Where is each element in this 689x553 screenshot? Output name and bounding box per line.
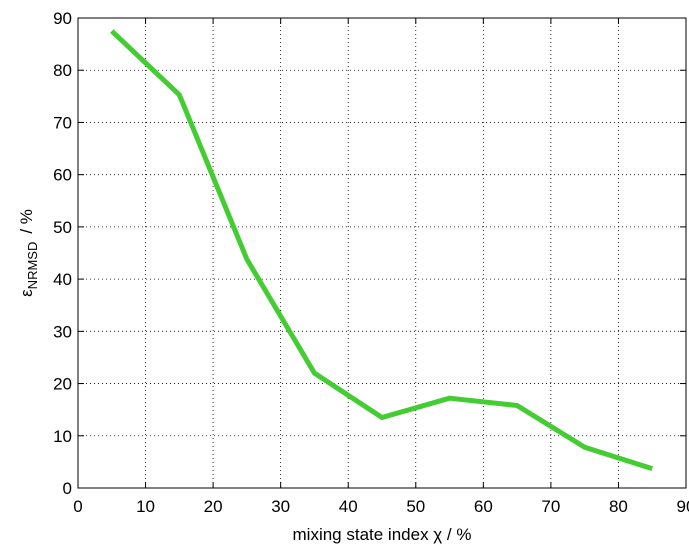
- plot-frame: [77, 17, 687, 489]
- y-tick-label: 50: [53, 218, 72, 237]
- y-tick-label: 70: [53, 113, 72, 132]
- x-tick-label: 10: [136, 497, 155, 516]
- x-tick-label: 30: [271, 497, 290, 516]
- x-tick-label: 60: [474, 497, 493, 516]
- y-tick-label: 10: [53, 427, 72, 446]
- y-tick-label: 40: [53, 270, 72, 289]
- y-label-symbol: ε: [17, 289, 36, 297]
- y-tick-label: 30: [53, 322, 72, 341]
- x-tick-label: 20: [204, 497, 223, 516]
- y-label-unit: / %: [17, 209, 36, 234]
- x-axis-label: mixing state index χ / %: [293, 525, 472, 544]
- y-tick-label: 0: [63, 479, 72, 498]
- x-tick-label: 0: [73, 497, 82, 516]
- x-tick-label: 50: [406, 497, 425, 516]
- x-tick-label: 70: [541, 497, 560, 516]
- y-tick-label: 80: [53, 61, 72, 80]
- y-tick-label: 90: [53, 9, 72, 28]
- x-tick-label: 90: [677, 497, 689, 516]
- x-tick-label: 80: [609, 497, 628, 516]
- y-label-subscript: NRMSD: [25, 242, 40, 290]
- x-tick-label: 40: [339, 497, 358, 516]
- y-axis-label: εNRMSD / %: [17, 209, 40, 297]
- y-tick-label: 20: [53, 375, 72, 394]
- y-tick-label: 60: [53, 166, 72, 185]
- data-line: [110, 29, 653, 472]
